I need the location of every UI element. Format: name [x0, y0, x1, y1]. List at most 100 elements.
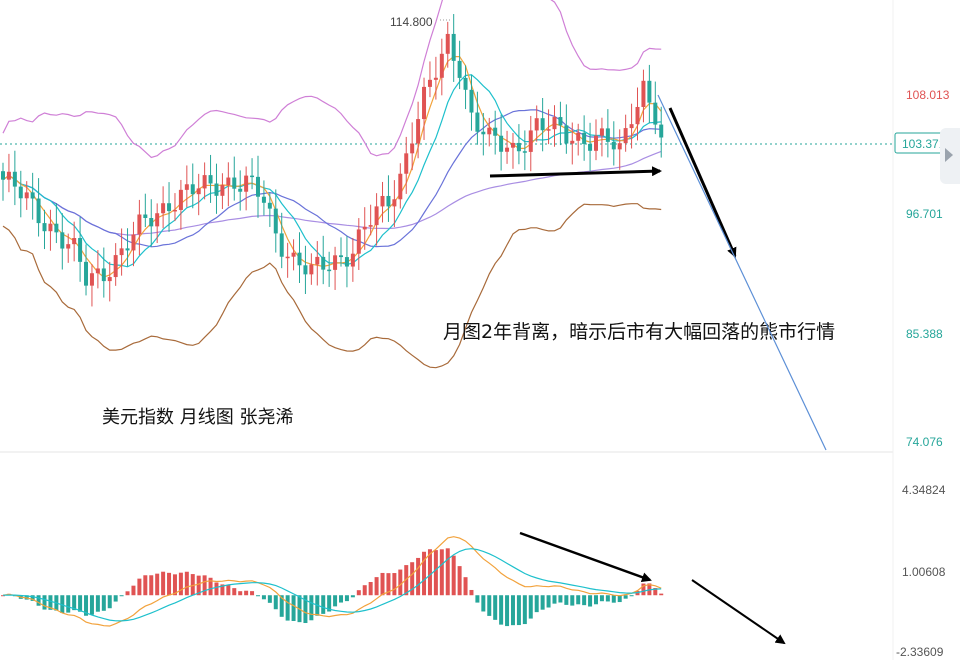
candle — [493, 110, 498, 155]
price-pane — [1, 0, 664, 369]
candle — [605, 109, 610, 158]
macd-histogram-bar — [66, 595, 71, 613]
macd-histogram-bar — [125, 591, 130, 596]
candle — [380, 181, 385, 223]
macd-histogram-bar — [516, 595, 521, 626]
macd-histogram-bar — [30, 595, 35, 601]
candle — [101, 247, 106, 298]
candle — [362, 207, 367, 250]
macd-histogram-bar — [439, 549, 444, 596]
candle — [594, 119, 598, 161]
candle — [285, 242, 290, 278]
macd-histogram-bar — [499, 595, 504, 625]
candle — [356, 218, 361, 270]
candle — [255, 155, 260, 218]
macd-histogram-bar — [238, 591, 243, 596]
candle — [564, 104, 569, 154]
candle — [137, 199, 142, 256]
macd-histogram-bar — [226, 585, 231, 596]
macd-histogram-bar — [611, 595, 616, 603]
candle — [84, 244, 89, 296]
macd-histogram-bar — [493, 595, 498, 620]
ma5-line — [2, 56, 662, 278]
candle — [279, 212, 284, 269]
macd-histogram-bar — [629, 595, 634, 597]
macd-histogram-bar — [220, 584, 225, 596]
macd-histogram-bar — [131, 585, 136, 596]
macd-histogram-bar — [161, 571, 166, 596]
high-price-label: 114.800 — [390, 15, 433, 29]
macd-histogram-bar — [540, 595, 545, 610]
chevron-right-icon — [945, 148, 953, 162]
candle — [404, 136, 409, 194]
price-tick-label: 85.388 — [906, 327, 943, 341]
divergence-arrows — [489, 94, 827, 645]
macd-histogram-bar — [119, 595, 124, 597]
macd-histogram-bar — [232, 588, 237, 596]
candle — [350, 237, 355, 282]
candle — [113, 243, 118, 286]
candle — [659, 106, 664, 158]
macd-histogram-bar — [208, 577, 213, 596]
macd-tick-label: 4.34824 — [902, 483, 946, 497]
candle — [208, 154, 213, 203]
macd-histogram-bar — [546, 595, 551, 608]
macd-histogram-bar — [113, 595, 118, 602]
candle — [510, 132, 515, 169]
candle — [392, 180, 397, 228]
candle — [552, 105, 557, 147]
macd-histogram-bar — [291, 595, 296, 621]
macd-histogram-bar — [487, 595, 492, 616]
candle — [95, 250, 100, 289]
divergence-annotation: 月图2年背离，暗示后市有大幅回落的熊市行情 — [443, 321, 835, 343]
forecast-down-arrow — [668, 107, 737, 258]
candle — [386, 175, 391, 222]
macd-histogram-bar — [172, 574, 177, 596]
macd-histogram-bar — [261, 595, 266, 600]
candle — [505, 130, 510, 164]
candle — [291, 239, 296, 271]
macd-histogram-bar — [605, 595, 610, 602]
macd-histogram-bar — [362, 585, 367, 596]
macd-histogram-bar — [333, 595, 338, 607]
candle — [528, 115, 533, 172]
candle — [12, 150, 17, 206]
candle — [445, 21, 450, 68]
candle — [202, 162, 207, 200]
macd-histogram-bar — [339, 595, 344, 603]
candle — [416, 101, 421, 159]
candle — [309, 253, 314, 285]
macd-histogram-bar — [303, 595, 308, 624]
macd-histogram-bar — [149, 575, 154, 596]
macd-histogram-bar — [594, 595, 598, 605]
macd-histogram-bar — [422, 551, 427, 596]
macd-histogram-bar — [356, 590, 361, 596]
candle — [463, 65, 468, 110]
macd-histogram-bar — [570, 595, 575, 606]
macd-histogram-bar — [196, 575, 201, 596]
macd-histogram-bar — [457, 566, 462, 596]
candle — [487, 117, 492, 147]
candle — [143, 193, 148, 228]
macd-histogram-bar — [244, 590, 249, 596]
candle — [89, 264, 94, 307]
current-price-label: 103.371 — [902, 137, 946, 151]
scroll-right-handle[interactable] — [940, 128, 960, 184]
macd-pane — [1, 536, 664, 627]
price-tick-label: 96.701 — [906, 207, 943, 221]
candle — [599, 117, 604, 157]
candle — [42, 209, 47, 250]
candle — [439, 38, 444, 96]
candle — [339, 237, 344, 267]
candle — [534, 105, 539, 142]
candle — [522, 130, 527, 171]
macd-histogram-bar — [582, 595, 587, 606]
candle — [261, 180, 266, 216]
macd-histogram-bar — [564, 595, 569, 605]
candle — [617, 129, 622, 170]
candle — [72, 221, 77, 262]
ma10-line — [2, 74, 662, 268]
macd-histogram-bar — [380, 572, 385, 596]
candle — [125, 228, 130, 267]
